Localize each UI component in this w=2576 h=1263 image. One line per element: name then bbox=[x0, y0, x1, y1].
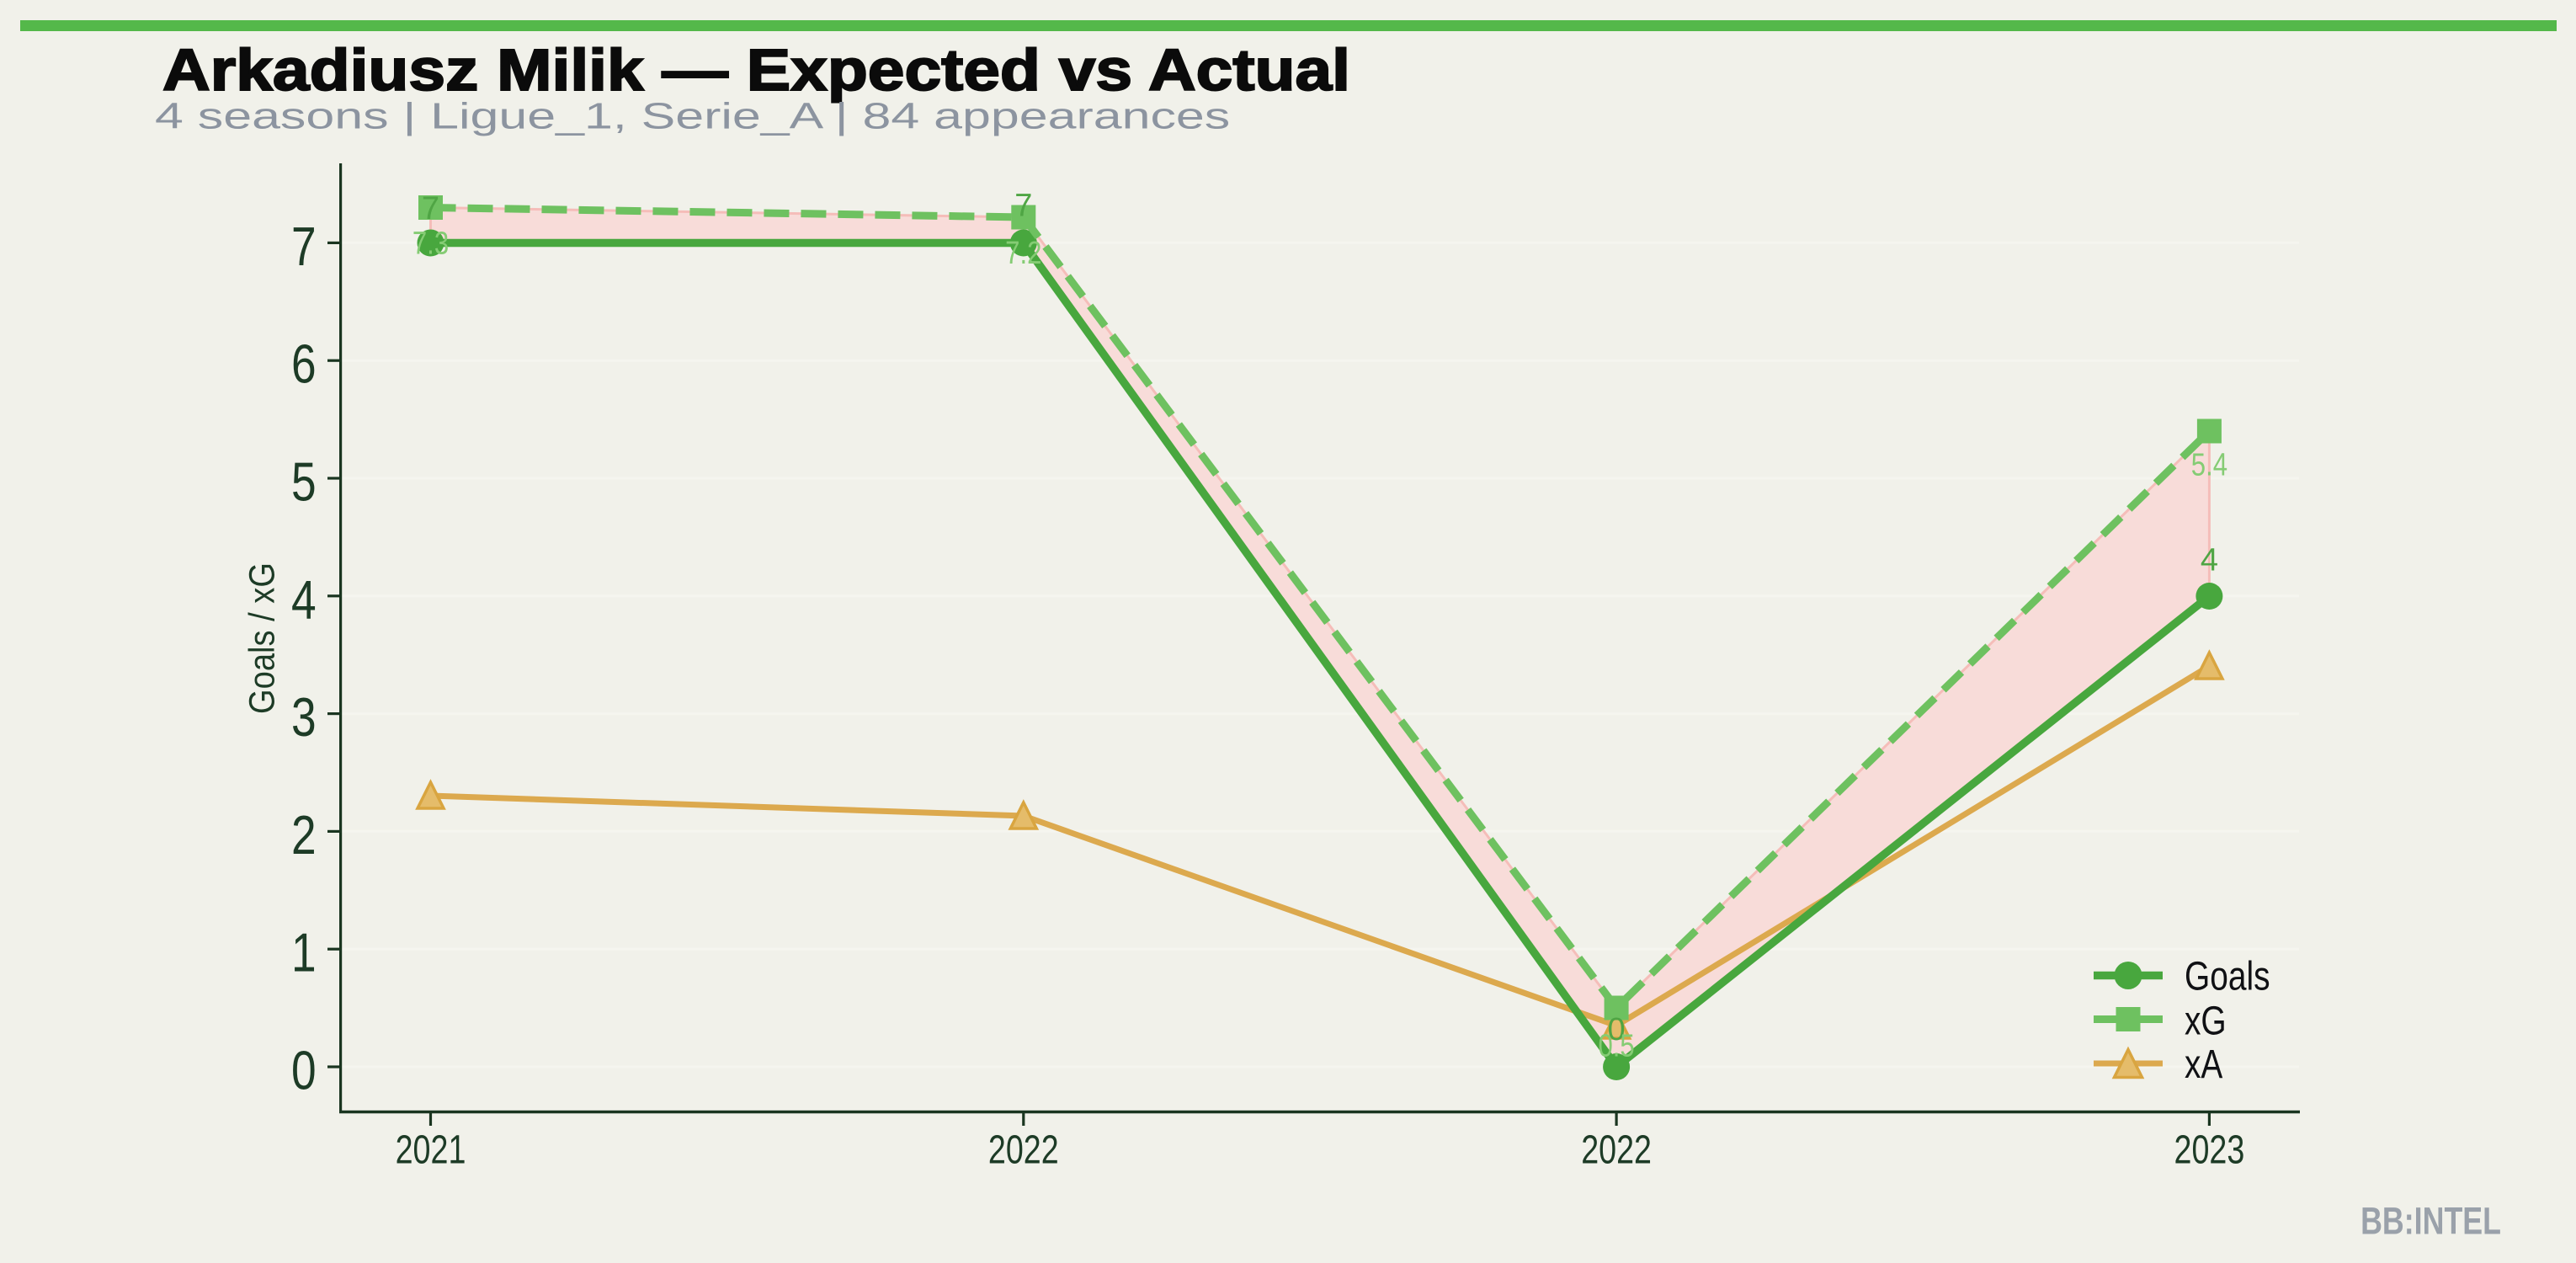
svg-text:4: 4 bbox=[2201, 543, 2218, 578]
svg-text:7: 7 bbox=[1014, 189, 1032, 224]
svg-text:0: 0 bbox=[291, 1039, 317, 1100]
svg-text:xA: xA bbox=[2185, 1042, 2223, 1087]
svg-text:Goals / xG: Goals / xG bbox=[242, 562, 283, 714]
svg-text:5: 5 bbox=[291, 450, 317, 512]
svg-text:1: 1 bbox=[291, 922, 317, 983]
svg-text:4: 4 bbox=[291, 568, 317, 630]
svg-text:2021: 2021 bbox=[396, 1127, 466, 1172]
svg-text:5.4: 5.4 bbox=[2191, 448, 2227, 483]
svg-text:2: 2 bbox=[291, 804, 317, 866]
svg-text:2022: 2022 bbox=[988, 1127, 1059, 1172]
svg-text:0: 0 bbox=[1608, 1012, 1626, 1047]
svg-text:Arkadiusz Milik — Expected vs: Arkadiusz Milik — Expected vs Actual bbox=[162, 37, 1350, 103]
svg-text:7.2: 7.2 bbox=[1005, 236, 1041, 271]
svg-text:2022: 2022 bbox=[1581, 1127, 1652, 1172]
svg-text:0.5: 0.5 bbox=[1598, 1029, 1634, 1064]
svg-text:7: 7 bbox=[291, 216, 317, 277]
svg-text:7: 7 bbox=[422, 191, 439, 226]
svg-text:xG: xG bbox=[2185, 999, 2227, 1044]
svg-text:4 seasons | Ligue_1, Serie_A |: 4 seasons | Ligue_1, Serie_A | 84 appear… bbox=[155, 96, 1230, 137]
svg-text:6: 6 bbox=[291, 333, 317, 395]
svg-text:2023: 2023 bbox=[2174, 1127, 2245, 1172]
svg-text:BB:INTEL: BB:INTEL bbox=[2360, 1200, 2501, 1243]
svg-text:Goals: Goals bbox=[2185, 954, 2270, 999]
svg-text:3: 3 bbox=[291, 686, 317, 748]
svg-text:7.3: 7.3 bbox=[412, 226, 449, 262]
